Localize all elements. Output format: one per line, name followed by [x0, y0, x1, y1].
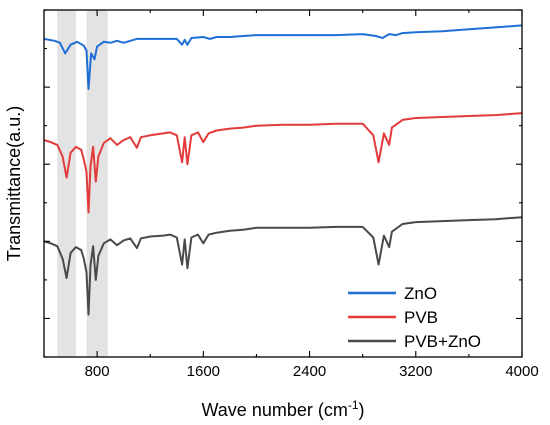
x-tick-label: 1600: [187, 363, 220, 380]
x-axis-title-main: Wave number (cm: [201, 400, 347, 420]
highlight-band-2: [86, 10, 108, 357]
x-axis-title-sup: -1: [348, 398, 359, 412]
x-tick-label: 3200: [399, 363, 432, 380]
series-lines: [43, 24, 523, 316]
y-axis-title: Transmittance(a.u.): [4, 106, 24, 261]
x-tick-labels: 800 1600 2400 3200 4000: [85, 363, 539, 380]
series-line-1: [43, 24, 523, 90]
x-axis-title: Wave number (cm-1): [201, 398, 364, 420]
x-tick-label: 800: [85, 363, 110, 380]
plot-frame: [43, 9, 523, 358]
series-line-2: [43, 112, 523, 214]
legend-label-1: ZnO: [404, 284, 437, 303]
series-line-3: [43, 216, 523, 316]
axis-ticks: [43, 9, 523, 358]
legend: ZnO PVB PVB+ZnO: [348, 284, 481, 351]
x-tick-label: 2400: [293, 363, 326, 380]
x-axis-title-tail: ): [359, 400, 365, 420]
legend-label-3: PVB+ZnO: [404, 332, 481, 351]
legend-label-2: PVB: [404, 308, 438, 327]
x-tick-label: 4000: [505, 363, 538, 380]
highlight-band-1: [57, 10, 76, 357]
highlight-bands: [57, 10, 108, 357]
